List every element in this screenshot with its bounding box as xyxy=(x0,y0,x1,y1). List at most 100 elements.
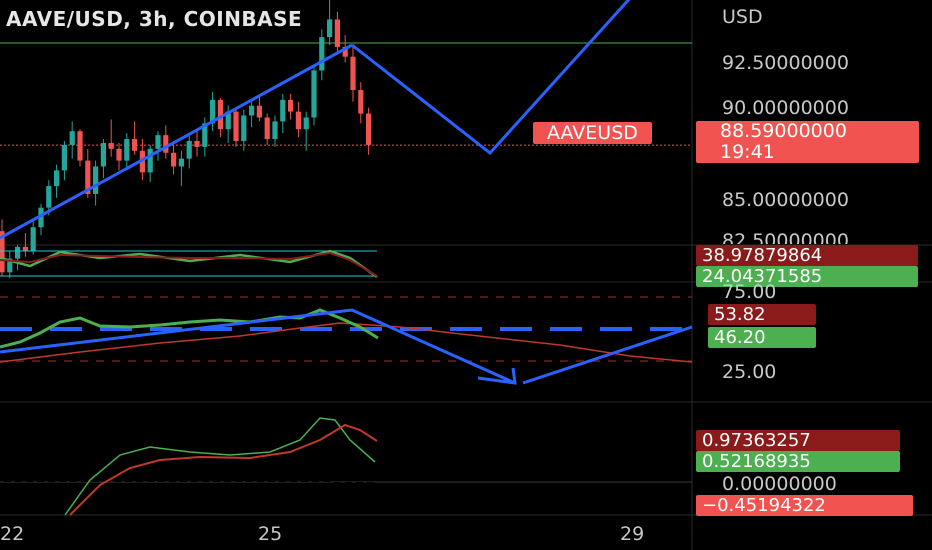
candle-body xyxy=(311,70,317,118)
rsi-ma-line xyxy=(0,322,693,363)
price-tick: 92.50000000 xyxy=(722,52,849,74)
x-label: 29 xyxy=(620,523,645,545)
candle-body xyxy=(61,144,67,171)
macd-histogram-bar xyxy=(103,464,110,482)
macd-histogram-bar xyxy=(136,472,143,482)
candle-body xyxy=(342,46,348,57)
candle-body xyxy=(303,117,309,130)
macd-histogram-bar xyxy=(257,480,264,482)
stoch-d-value: 24.04371585 xyxy=(696,266,918,287)
macd-histogram-bar xyxy=(70,462,77,482)
macd-histogram-bar xyxy=(147,474,154,482)
candle-body xyxy=(233,111,239,141)
candle-body xyxy=(7,258,13,273)
macd-histogram-bar xyxy=(235,481,242,482)
candle-body xyxy=(327,19,333,38)
candle-body xyxy=(249,105,255,116)
macd-histogram-bar xyxy=(37,474,44,482)
stoch-d-line xyxy=(0,251,378,277)
candle-body xyxy=(124,139,130,161)
macd-histogram-bar xyxy=(301,474,308,482)
macd-histogram-bar xyxy=(312,472,319,482)
macd-histogram-bar xyxy=(279,478,286,482)
projection-drawing xyxy=(351,0,631,156)
rsi-arrowhead xyxy=(477,367,517,385)
candle-body xyxy=(264,117,270,140)
rsi-value: 46.20 xyxy=(708,327,816,348)
chart-title: AAVE/USD, 3h, COINBASE xyxy=(6,7,303,31)
macd-histogram-bar xyxy=(224,481,231,482)
candle-body xyxy=(69,131,75,145)
macd-histogram-bar xyxy=(213,481,220,482)
macd-histogram-bar xyxy=(191,480,198,482)
candle-body xyxy=(334,19,340,47)
macd-histogram-bar xyxy=(59,468,66,482)
candle-body xyxy=(46,186,52,208)
candle-body xyxy=(54,170,60,187)
candle-body xyxy=(85,160,91,194)
candle-body xyxy=(241,115,247,141)
macd-histogram-bar xyxy=(92,460,99,482)
candle-body xyxy=(366,113,372,145)
candle-body xyxy=(358,90,364,114)
candle-body xyxy=(272,121,278,140)
trendline-drawing xyxy=(0,43,353,240)
macd-signal-line xyxy=(69,423,378,516)
candle-body xyxy=(0,231,5,273)
macd-histogram-bar xyxy=(323,474,330,482)
macd-histogram-bar xyxy=(246,480,253,482)
macd-zero-tick: 0.00000000 xyxy=(722,473,837,495)
candle-body xyxy=(288,99,294,112)
macd-histogram-bar xyxy=(290,476,297,482)
symbol-tag: AAVEUSD xyxy=(533,122,652,144)
rsi-tick: 75.00 xyxy=(722,281,777,303)
macd-histogram-bar xyxy=(125,470,132,482)
candle-body xyxy=(155,135,161,149)
price-tick: 82.50000000 xyxy=(722,230,849,244)
candle-body xyxy=(217,99,223,130)
candle-body xyxy=(22,246,28,251)
macd-histogram-bar xyxy=(4,479,11,482)
candles xyxy=(0,0,372,279)
candle-body xyxy=(93,166,99,194)
macd-histogram-bar xyxy=(169,478,176,482)
candle-body xyxy=(163,135,169,153)
rsi-projection-up xyxy=(522,325,693,385)
candle-body xyxy=(186,141,192,159)
macd-signal-value: 0.97363257 xyxy=(696,430,900,451)
candle-body xyxy=(202,123,208,147)
macd-histogram-bar xyxy=(26,476,33,482)
candle-body xyxy=(194,141,200,147)
candle-body xyxy=(178,158,184,167)
last-price: 88.59000000 xyxy=(720,120,847,142)
price-tick: 90.00000000 xyxy=(722,97,849,119)
x-label: 22 xyxy=(0,523,25,545)
candle-body xyxy=(132,139,138,151)
last-price-tag: 88.59000000 19:41 xyxy=(696,121,919,163)
macd-histogram-bar xyxy=(158,476,165,482)
macd-histogram-bar xyxy=(202,480,209,482)
candle-body xyxy=(171,152,177,167)
candle-body xyxy=(108,142,114,149)
candle-body xyxy=(280,99,286,122)
macd-histogram-bar xyxy=(15,478,22,482)
drawings[interactable] xyxy=(0,0,632,240)
candle-body xyxy=(116,148,122,161)
candle-body xyxy=(77,131,83,161)
currency-label: USD xyxy=(722,6,763,28)
price-tick: 85.00000000 xyxy=(722,189,849,211)
macd-histogram-bar xyxy=(48,472,55,482)
candle-body xyxy=(225,111,231,130)
candle-body xyxy=(210,99,216,124)
x-label: 25 xyxy=(258,523,283,545)
candle-body xyxy=(319,37,325,71)
candle-body xyxy=(100,142,106,167)
macd-histogram-bar xyxy=(367,482,374,502)
macd-histogram-value: −0.45194322 xyxy=(696,495,913,516)
candle-body xyxy=(38,207,44,228)
macd-histogram-bar xyxy=(81,458,88,482)
candle-body xyxy=(256,105,262,118)
bar-countdown: 19:41 xyxy=(720,141,775,163)
macd-histogram-bar xyxy=(268,479,275,482)
